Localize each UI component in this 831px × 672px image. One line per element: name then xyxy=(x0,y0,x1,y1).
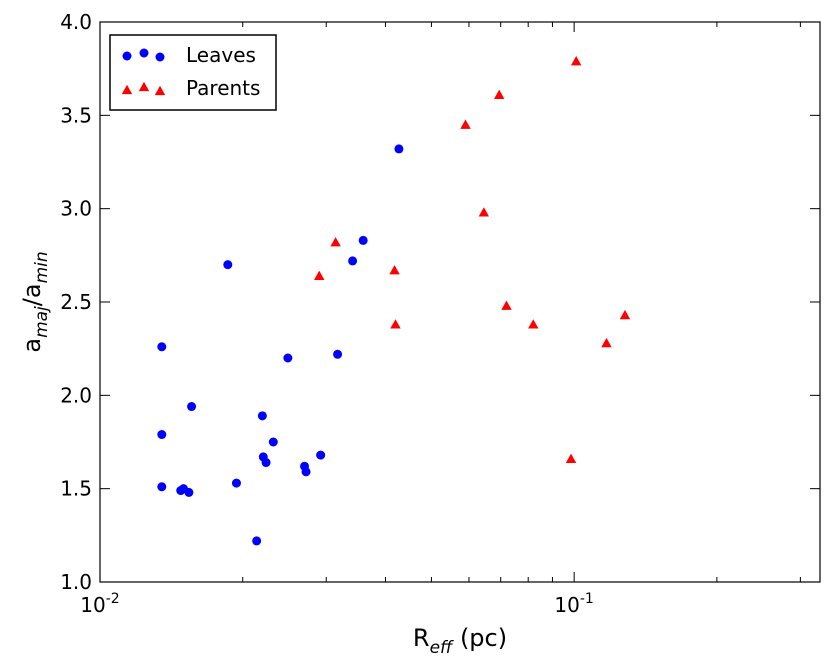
y-axis-label-sub-min: min xyxy=(32,251,52,283)
legend-parents-marker-2 xyxy=(154,85,166,96)
leaves-point-14 xyxy=(283,353,293,363)
legend-parents-markers xyxy=(121,81,166,96)
leaves-point-21 xyxy=(394,144,404,154)
y-tick-label-3: 2.5 xyxy=(60,290,92,314)
x-tick-label-1: 10-1 xyxy=(554,591,593,617)
parents-point-5 xyxy=(478,207,490,217)
leaves-point-0 xyxy=(157,342,167,352)
leaves-point-12 xyxy=(261,458,271,468)
legend: Leaves Parents xyxy=(109,34,277,111)
legend-parents-marker-0 xyxy=(121,84,133,95)
leaves-point-5 xyxy=(184,487,194,497)
parents-point-10 xyxy=(570,56,582,66)
parents-point-11 xyxy=(601,337,612,348)
legend-label-parents: Parents xyxy=(186,76,260,100)
x-axis-ticks: 10-2 10-1 xyxy=(80,22,801,617)
leaves-point-19 xyxy=(348,256,358,266)
parents-point-12 xyxy=(619,309,631,320)
leaves-point-17 xyxy=(316,450,326,460)
y-axis-ticks: 1.0 1.5 2.0 2.5 3.0 3.5 4.0 xyxy=(60,10,820,594)
y-tick-label-4: 3.0 xyxy=(60,197,92,221)
y-axis-label: amaj/amin xyxy=(18,251,52,352)
leaves-point-1 xyxy=(157,430,167,440)
x-tick-base-0: 10 xyxy=(80,593,105,617)
leaves-point-7 xyxy=(223,260,233,270)
y-axis-label-sep: /a xyxy=(18,283,46,306)
leaves-point-8 xyxy=(231,478,241,488)
parents-point-9 xyxy=(565,453,577,463)
parents-point-1 xyxy=(330,237,341,247)
y-tick-label-6: 4.0 xyxy=(60,10,92,34)
leaves-point-18 xyxy=(333,349,343,359)
y-tick-label-5: 3.5 xyxy=(60,103,92,127)
legend-leaves-marker-2 xyxy=(155,52,165,62)
leaves-point-13 xyxy=(268,437,278,447)
x-axis-label-sub: eff xyxy=(430,638,454,658)
x-axis-label-unit: (pc) xyxy=(452,624,507,652)
legend-leaves-marker-1 xyxy=(139,48,149,58)
parents-point-0 xyxy=(314,270,325,281)
leaves-point-20 xyxy=(358,235,368,245)
legend-leaves-markers xyxy=(122,48,165,62)
parents-point-4 xyxy=(460,119,471,129)
parents-point-7 xyxy=(501,300,512,310)
data-markers xyxy=(157,56,631,546)
legend-label-leaves: Leaves xyxy=(186,43,256,67)
leaves-point-6 xyxy=(187,402,197,412)
x-tick-base-1: 10 xyxy=(554,593,579,617)
parents-point-8 xyxy=(528,319,539,329)
parents-point-2 xyxy=(389,265,400,275)
legend-box xyxy=(109,34,277,111)
legend-parents-marker-1 xyxy=(138,81,150,92)
plot-area xyxy=(100,22,820,582)
x-tick-exponent-0: -2 xyxy=(106,591,120,607)
x-tick-exponent-1: -1 xyxy=(580,591,594,607)
x-axis-label: Reff (pc) xyxy=(413,624,507,658)
y-axis-label-a: a xyxy=(18,338,46,353)
parents-point-6 xyxy=(494,89,505,99)
y-tick-label-1: 1.5 xyxy=(60,477,92,501)
y-axis-label-sub-maj: maj xyxy=(32,306,52,338)
y-tick-label-0: 1.0 xyxy=(60,570,92,594)
x-tick-label-0: 10-2 xyxy=(80,591,119,617)
plot-frame xyxy=(99,21,821,583)
parents-point-3 xyxy=(390,319,401,329)
x-axis-label-main: R xyxy=(413,624,430,652)
legend-leaves-marker-0 xyxy=(122,51,132,61)
leaves-point-16 xyxy=(301,467,311,477)
leaves-point-10 xyxy=(257,411,267,421)
leaves-point-2 xyxy=(157,482,167,492)
y-tick-label-2: 2.0 xyxy=(60,383,92,407)
leaves-point-9 xyxy=(252,536,262,546)
